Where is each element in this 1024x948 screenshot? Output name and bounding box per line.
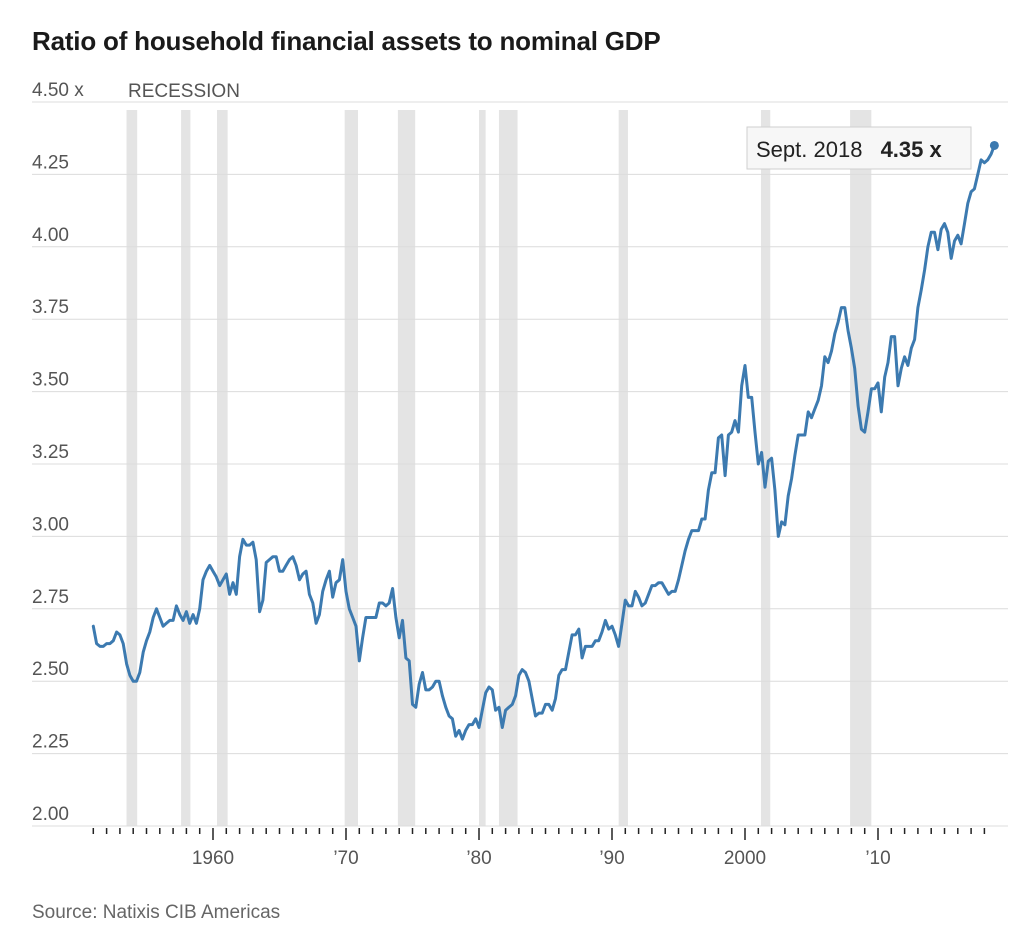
y-tick-label: 4.00: [32, 225, 69, 246]
y-tick-label: 3.50: [32, 370, 69, 391]
y-tick-label: 2.75: [32, 587, 69, 608]
x-tick-label: ’10: [865, 848, 890, 869]
gridlines: [32, 101, 1008, 755]
x-tick-label: ’80: [466, 848, 491, 869]
source-note: Source: Natixis CIB Americas: [32, 902, 281, 923]
svg-text:Sept. 2018 4.35 x: Sept. 2018 4.35 x: [756, 137, 942, 162]
endpoint-marker: [989, 140, 999, 150]
series-layer: [91, 140, 999, 741]
recession-band: [850, 110, 872, 826]
y-axis: 4.50 x 4.25 4.00 3.75 3.50 3.25 3.00 2.75 2.50 2.…: [32, 80, 84, 825]
recession-band: [760, 110, 771, 826]
x-tick-label: 2000: [724, 848, 766, 869]
y-tick-label: 4.25: [32, 152, 69, 173]
recession-bands: [126, 110, 872, 826]
callout-value: 4.35 x: [881, 137, 943, 162]
y-tick-label: 2.00: [32, 804, 69, 825]
x-tick-label: ’70: [333, 848, 358, 869]
x-axis: 1960 ’70 ’80 ’90 2000 ’10: [32, 825, 1008, 869]
x-tick-label: ’90: [599, 848, 624, 869]
y-tick-label: 4.50 x: [32, 80, 84, 101]
y-tick-label: 3.25: [32, 442, 69, 463]
y-tick-label: 3.75: [32, 297, 69, 318]
recession-band: [344, 110, 358, 826]
recession-band: [181, 110, 191, 826]
chart-title: Ratio of household financial assets to n…: [32, 26, 661, 56]
recession-band: [498, 110, 518, 826]
recession-band: [397, 110, 416, 826]
value-callout: Sept. 2018 4.35 x: [746, 126, 972, 170]
series-line: [91, 143, 996, 741]
y-tick-label: 2.50: [32, 659, 69, 680]
x-tick-label: 1960: [192, 848, 234, 869]
y-tick-label: 3.00: [32, 514, 69, 535]
recession-band: [126, 110, 138, 826]
recession-band: [216, 110, 228, 826]
callout-box: [746, 126, 972, 170]
recession-band: [479, 110, 486, 826]
recession-label: RECESSION: [128, 81, 240, 102]
recession-band: [618, 110, 628, 826]
callout-date: Sept. 2018: [756, 137, 862, 162]
y-tick-label: 2.25: [32, 732, 69, 753]
